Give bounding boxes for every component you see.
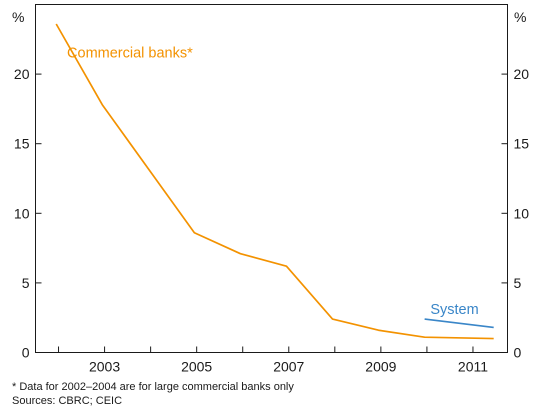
y-tick-label-left: 0 [22,345,30,361]
y-tick-label-right: 10 [514,205,530,221]
x-tick-label: 2009 [365,359,396,375]
chart: % % 0 0 5 5 10 10 15 15 20 20 2003 2005 2007 2009 2011… [12,4,530,375]
x-tick-label: 2005 [181,359,212,375]
series-label-system: System [430,302,478,318]
y-tick-label-left: 15 [14,136,30,152]
series-line-system [424,318,494,329]
y-tick-label-left: 10 [14,205,30,221]
series-label-commercial-banks: Commercial banks* [67,45,193,61]
y-tick-label-right: 15 [514,136,530,152]
y-tick-label-right: 20 [514,66,530,82]
x-tick-label: 2003 [89,359,120,375]
series-line-commercial-banks [55,23,494,340]
sources-note: Sources: CBRC; CEIC [12,395,123,407]
y-tick-label-left: 5 [22,275,30,291]
plot-frame [35,4,508,353]
x-tick-label: 2007 [273,359,304,375]
y-axis-unit-left: % [12,9,24,25]
y-tick-label-right: 5 [514,275,522,291]
y-axis-unit-right: % [514,9,526,25]
y-tick-label-right: 0 [514,345,522,361]
y-tick-label-left: 20 [14,66,30,82]
footnote: * Data for 2002–2004 are for large comme… [12,381,294,393]
x-tick-label: 2011 [458,359,488,375]
